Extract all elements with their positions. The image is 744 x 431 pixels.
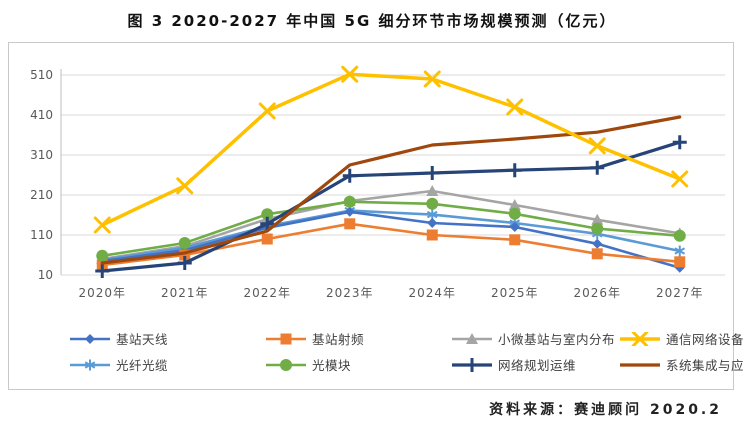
data-point-marker bbox=[423, 70, 441, 88]
y-tick-label: 110 bbox=[30, 228, 53, 242]
data-point-marker bbox=[674, 245, 686, 257]
series-网络规划运维 bbox=[95, 135, 687, 278]
data-point-marker bbox=[591, 213, 604, 225]
legend-marker-triangle-icon bbox=[452, 332, 492, 344]
legend-label: 基站天线 bbox=[116, 332, 169, 347]
legend-label: 光模块 bbox=[312, 358, 352, 373]
data-point-marker bbox=[179, 249, 191, 261]
data-point-marker bbox=[591, 248, 603, 260]
data-point-marker bbox=[427, 218, 438, 228]
y-tick-label: 510 bbox=[30, 68, 53, 82]
x-tick-label: 2027年 bbox=[656, 286, 704, 300]
data-point-marker bbox=[591, 222, 604, 235]
data-point-marker bbox=[341, 65, 359, 83]
legend-item-网络规划运维: 网络规划运维 bbox=[451, 355, 619, 374]
legend-marker-x-icon bbox=[620, 331, 660, 346]
y-tick-label: 10 bbox=[38, 268, 53, 282]
legend-item-光纤光缆: 光纤光缆 bbox=[69, 355, 265, 374]
source-note: 资料来源：赛迪顾问 2020.2 bbox=[489, 402, 722, 418]
data-point-marker bbox=[261, 233, 273, 245]
legend-marker-plus-icon bbox=[452, 357, 492, 372]
data-point-marker bbox=[426, 197, 439, 210]
data-point-marker bbox=[178, 237, 191, 249]
line-chart: 10 110 210 310 410 510 2020年 2021年 2022年 2023年 202… bbox=[30, 65, 725, 300]
y-tick-label: 410 bbox=[30, 108, 53, 122]
legend-marker-square-icon bbox=[266, 333, 306, 344]
x-tick-label: 2025年 bbox=[491, 286, 539, 300]
data-point-marker bbox=[342, 168, 357, 183]
data-point-marker bbox=[425, 166, 440, 180]
legend-marker-circle-icon bbox=[266, 358, 306, 371]
y-tick-label: 310 bbox=[30, 148, 53, 162]
data-point-marker bbox=[95, 264, 110, 278]
data-point-marker bbox=[176, 177, 194, 195]
data-point-marker bbox=[509, 222, 520, 232]
x-tick-label: 2021年 bbox=[161, 286, 209, 300]
legend-marker-asterisk-icon bbox=[70, 359, 110, 370]
chart-legend: 基站天线 基站射频 小微基站与室内分布 通信网络设备光纤光缆 光模块 网络规划运维 系统集成… bbox=[9, 329, 744, 374]
data-point-marker bbox=[260, 216, 275, 231]
data-point-marker bbox=[506, 98, 524, 116]
legend-label: 网络规划运维 bbox=[498, 358, 577, 373]
legend-marker-diamond-icon bbox=[70, 333, 110, 344]
legend-item-基站射频: 基站射频 bbox=[265, 329, 451, 348]
data-point-marker bbox=[508, 199, 521, 210]
x-tick-label: 2024年 bbox=[408, 286, 456, 300]
legend-label: 基站射频 bbox=[312, 332, 365, 347]
data-point-marker bbox=[426, 229, 438, 241]
legend-item-系统集成与应用服务: 系统集成与应用服务 bbox=[619, 355, 744, 374]
data-point-marker bbox=[344, 206, 355, 217]
x-tick-label: 2023年 bbox=[326, 286, 374, 300]
data-point-marker bbox=[674, 256, 686, 268]
data-point-marker bbox=[671, 170, 689, 188]
legend-marker-none-icon bbox=[620, 362, 660, 367]
chart-title: 图 3 2020-2027 年中国 5G 细分环节市场规模预测（亿元） bbox=[127, 12, 617, 30]
series-通信网络设备 bbox=[93, 65, 689, 234]
data-point-marker bbox=[177, 256, 192, 270]
x-tick-label: 2026年 bbox=[573, 286, 621, 300]
series-光模块 bbox=[96, 195, 686, 262]
data-point-marker bbox=[343, 195, 356, 208]
data-point-marker bbox=[96, 249, 109, 262]
legend-label: 小微基站与室内分布 bbox=[498, 332, 616, 347]
legend-label: 光纤光缆 bbox=[116, 358, 169, 373]
chart-box: 10 110 210 310 410 510 2020年 2021年 2022年 2023年 202… bbox=[8, 42, 744, 390]
x-tick-label: 2020年 bbox=[78, 286, 126, 300]
legend-label: 通信网络设备 bbox=[666, 332, 744, 347]
data-point-marker bbox=[261, 208, 274, 221]
data-point-marker bbox=[507, 163, 522, 178]
data-point-marker bbox=[509, 234, 521, 246]
data-point-marker bbox=[588, 137, 606, 155]
data-point-marker bbox=[590, 160, 605, 175]
y-tick-label: 210 bbox=[30, 188, 53, 202]
data-point-marker bbox=[344, 218, 356, 230]
legend-item-基站天线: 基站天线 bbox=[69, 329, 265, 348]
series-系统集成与应用服务 bbox=[100, 115, 682, 265]
legend-item-小微基站与室内分布: 小微基站与室内分布 bbox=[451, 329, 619, 348]
data-point-marker bbox=[673, 229, 686, 242]
data-point-marker bbox=[672, 135, 687, 150]
series-基站射频 bbox=[96, 218, 686, 271]
data-point-marker bbox=[426, 185, 439, 196]
x-tick-label: 2022年 bbox=[243, 286, 291, 300]
legend-item-通信网络设备: 通信网络设备 bbox=[619, 329, 744, 348]
legend-item-光模块: 光模块 bbox=[265, 355, 451, 374]
data-point-marker bbox=[592, 238, 603, 249]
data-point-marker bbox=[258, 102, 276, 120]
legend-label: 系统集成与应用服务 bbox=[666, 358, 744, 373]
data-point-marker bbox=[93, 216, 111, 234]
data-point-marker bbox=[674, 262, 685, 273]
data-point-marker bbox=[508, 207, 521, 220]
